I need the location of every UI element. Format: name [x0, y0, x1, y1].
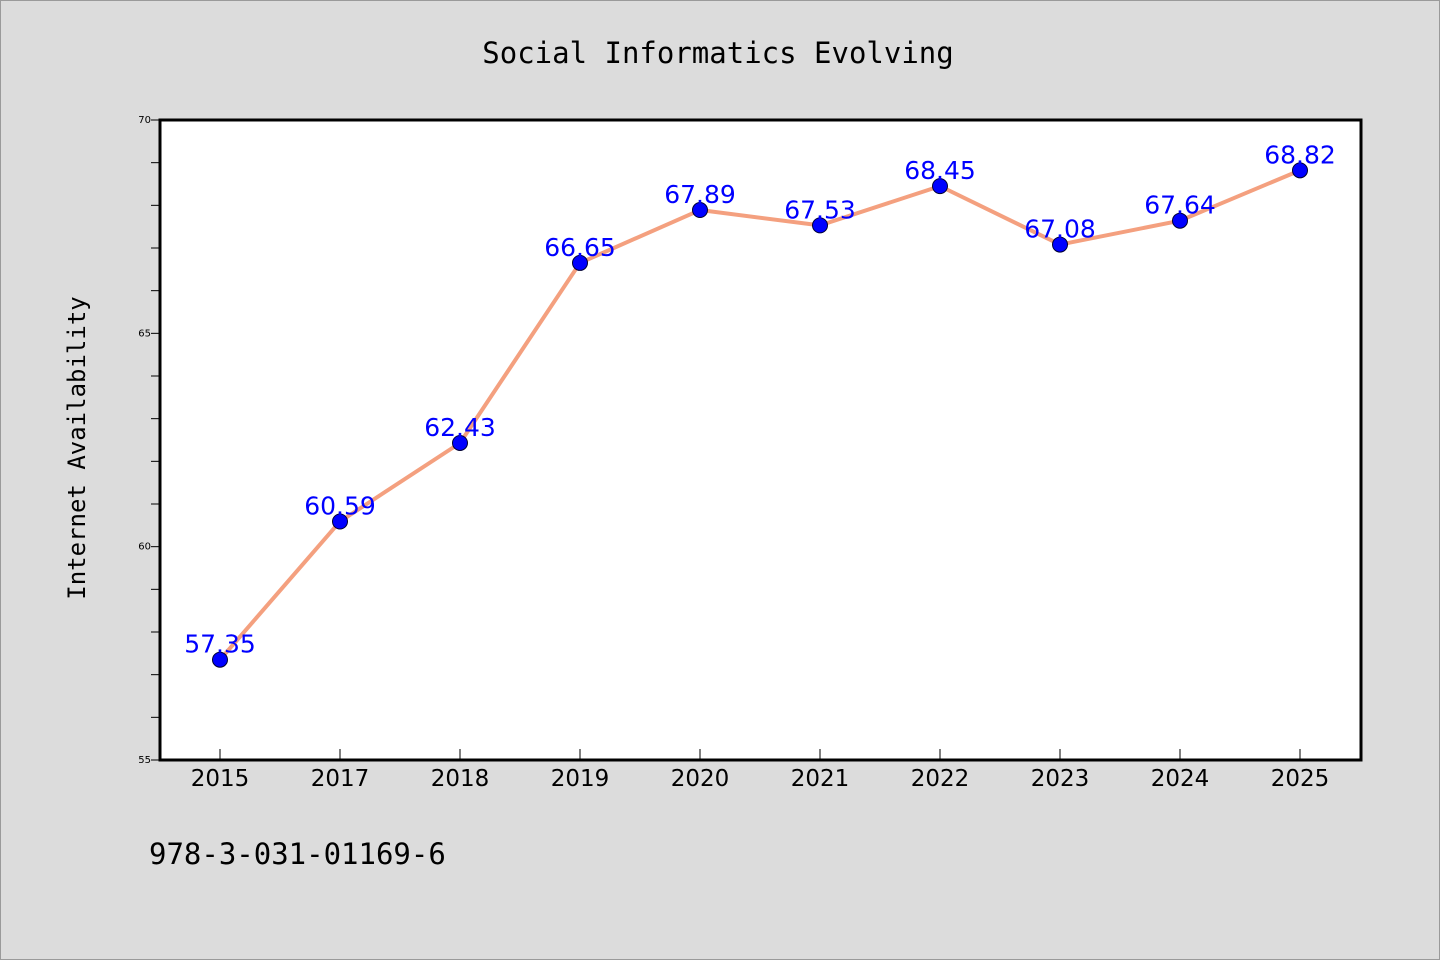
x-tick-label: 2015 [191, 766, 250, 792]
x-tick-label: 2020 [671, 766, 730, 792]
isbn-text: 978-3-031-01169-6 [149, 837, 446, 871]
data-point [932, 178, 948, 195]
data-label: 67.53 [784, 195, 856, 224]
data-point [692, 202, 708, 219]
data-point [1052, 236, 1068, 253]
data-label: 60.59 [304, 491, 376, 520]
x-tick-label: 2019 [551, 766, 610, 792]
x-axis: 2015 2017 2018 2019 2020 2021 2022 2023 2024 2025 [191, 749, 1330, 792]
data-label: 68.82 [1264, 140, 1336, 169]
data-point [572, 254, 588, 271]
series-layer [212, 162, 1308, 668]
x-tick-label: 2023 [1031, 766, 1090, 792]
data-point [212, 651, 228, 668]
y-axis-label: Internet Availability [63, 296, 91, 599]
data-label: 68.45 [904, 156, 976, 185]
data-point [1172, 212, 1188, 229]
data-label: 67.89 [664, 180, 736, 209]
chart-title: Social Informatics Evolving [482, 36, 953, 70]
series-line [218, 168, 1301, 662]
y-tick-label: 55 [138, 755, 151, 766]
x-tick-label: 2021 [791, 766, 850, 792]
y-axis: 55 60 65 70 [138, 115, 160, 766]
x-tick-label: 2018 [431, 766, 490, 792]
data-point [1292, 162, 1308, 179]
x-tick-label: 2022 [911, 766, 970, 792]
x-tick-label: 2024 [1151, 766, 1210, 792]
y-tick-label: 70 [138, 115, 151, 126]
x-tick-label: 2017 [311, 766, 370, 792]
data-point [332, 513, 348, 530]
data-label: 57.35 [184, 630, 256, 659]
data-labels: 57.35 60.59 62.43 66.65 67.89 67.53 68.45 67.08… [184, 140, 1336, 658]
data-label: 67.08 [1024, 215, 1096, 244]
data-point [452, 434, 468, 451]
y-tick-label: 65 [138, 328, 151, 339]
data-point [812, 217, 828, 234]
y-tick-label: 60 [138, 542, 151, 553]
x-tick-label: 2025 [1271, 766, 1330, 792]
data-label: 62.43 [424, 413, 496, 442]
data-label: 66.65 [544, 233, 616, 262]
plot-area [158, 118, 1363, 762]
data-label: 67.64 [1144, 191, 1216, 220]
